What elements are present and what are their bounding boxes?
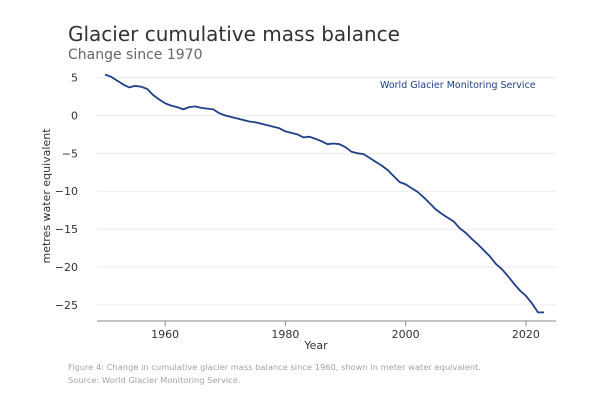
y-tick-label: −5 — [62, 147, 78, 160]
chart-subtitle: Change since 1970 — [68, 47, 203, 63]
chart-title: Glacier cumulative mass balance — [68, 22, 400, 46]
x-axis-label: Year — [303, 339, 328, 352]
caption-line-1: Figure 4: Change in cumulative glacier m… — [68, 362, 481, 372]
gridlines — [97, 77, 556, 306]
x-tick-label: 1980 — [271, 328, 299, 341]
series-line — [104, 73, 544, 314]
figure-caption: Figure 4: Change in cumulative glacier m… — [68, 361, 481, 386]
y-tick-label: −15 — [55, 223, 78, 236]
x-tick-label: 2020 — [512, 328, 540, 341]
x-axis: 1960 1980 2000 2020 — [97, 320, 556, 341]
y-tick-label: −25 — [55, 299, 78, 312]
x-tick-label: 2000 — [392, 328, 420, 341]
legend-series-label: World Glacier Monitoring Service — [380, 80, 536, 91]
x-tick-label: 1960 — [151, 328, 179, 341]
y-tick-label: 0 — [71, 109, 78, 122]
y-tick-label: −10 — [55, 185, 78, 198]
y-tick-label: 5 — [71, 72, 78, 85]
caption-line-2: Source: World Glacier Monitoring Service… — [68, 374, 241, 385]
y-axis-label: metres water equivalent — [40, 128, 53, 264]
series-lines — [104, 73, 544, 314]
y-tick-label: −20 — [55, 261, 78, 274]
y-axis-ticks: 5 0 −5 −10 −15 −20 −25 — [55, 72, 78, 312]
